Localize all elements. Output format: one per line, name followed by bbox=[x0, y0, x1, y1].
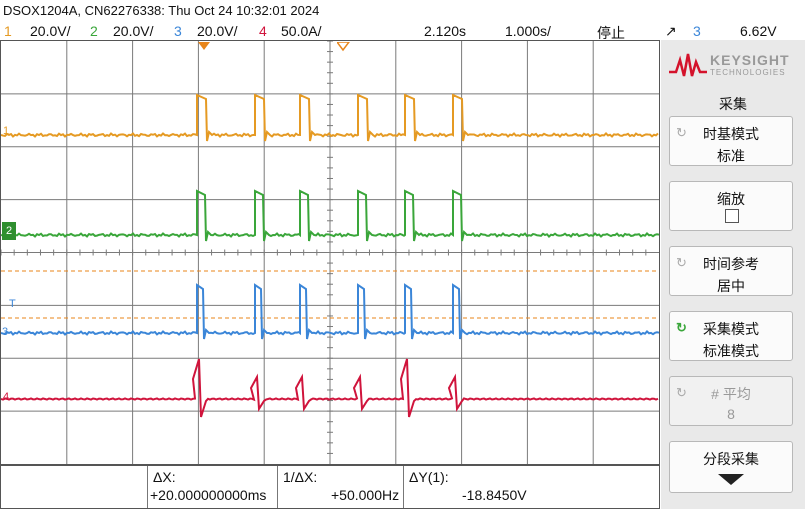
rotate-knob-icon: ↻ bbox=[676, 125, 687, 140]
keysight-wave-icon bbox=[669, 53, 707, 77]
trigger-level-marker[interactable]: T bbox=[9, 298, 16, 310]
averages-label: # 平均 bbox=[711, 386, 751, 402]
center-time-icon bbox=[337, 42, 350, 52]
segmented-acquire-button[interactable]: 分段采集 bbox=[669, 441, 793, 493]
trigger-channel: 3 bbox=[693, 23, 701, 39]
zoom-button[interactable]: 缩放 bbox=[669, 181, 793, 231]
channel-3-ground-marker[interactable]: 3 bbox=[2, 326, 9, 338]
rotate-knob-icon: ↻ bbox=[676, 385, 687, 400]
waveform-display[interactable] bbox=[0, 40, 660, 465]
delta-y-value: -18.8450V bbox=[462, 487, 527, 503]
trigger-slope-icon: ↗ bbox=[665, 23, 677, 39]
channel-3-trace bbox=[1, 283, 659, 340]
delta-x-label: ΔX: bbox=[153, 469, 176, 485]
acquire-mode-button[interactable]: ↻ 采集模式 标准模式 bbox=[669, 311, 793, 361]
channel-2-ground-marker[interactable]: 2 bbox=[2, 222, 16, 240]
channel-2-scale: 20.0V/ bbox=[113, 23, 154, 39]
zoom-label: 缩放 bbox=[717, 191, 745, 207]
acquire-mode-label: 采集模式 bbox=[703, 321, 759, 337]
channel-1-trace bbox=[1, 93, 659, 142]
rotate-knob-active-icon: ↻ bbox=[676, 320, 687, 335]
delta-x-value: +20.000000000ms bbox=[150, 487, 267, 503]
averages-button[interactable]: ↻ # 平均 8 bbox=[669, 376, 793, 426]
channel-1-ground-marker[interactable]: 1 bbox=[3, 125, 10, 137]
graticule-minor-ticks bbox=[1, 41, 647, 454]
screenshot-title: DSOX1204A, CN62276338: Thu Oct 24 10:32:… bbox=[3, 3, 320, 18]
timebase-mode-value: 标准 bbox=[717, 148, 745, 164]
channel-1-scale: 20.0V/ bbox=[30, 23, 71, 39]
brand-subtitle: TECHNOLOGIES bbox=[710, 68, 786, 77]
averages-value: 8 bbox=[727, 406, 735, 422]
keysight-logo: KEYSIGHT TECHNOLOGIES bbox=[664, 46, 800, 84]
channel-2-trace bbox=[1, 189, 659, 242]
arrow-down-icon bbox=[718, 474, 744, 485]
brand-name: KEYSIGHT bbox=[710, 52, 790, 68]
channel-1-number: 1 bbox=[4, 23, 12, 39]
channel-4-trace bbox=[1, 358, 659, 418]
time-scale: 1.000s/ bbox=[505, 23, 551, 39]
trigger-level: 6.62V bbox=[740, 23, 777, 39]
delta-y-label: ΔY(1): bbox=[409, 469, 449, 485]
inverse-delta-x-value: +50.000Hz bbox=[331, 487, 400, 503]
inverse-delta-x-label: 1/ΔX: bbox=[283, 469, 318, 485]
menu-section-title: 采集 bbox=[719, 96, 747, 112]
channel-4-number: 4 bbox=[259, 23, 267, 39]
rotate-knob-icon: ↻ bbox=[676, 255, 687, 270]
acquire-mode-value: 标准模式 bbox=[703, 343, 759, 359]
channel-3-number: 3 bbox=[174, 23, 182, 39]
segmented-acquire-label: 分段采集 bbox=[703, 451, 759, 467]
trigger-position-icon bbox=[198, 42, 210, 50]
timebase-mode-label: 时基模式 bbox=[703, 126, 759, 142]
channel-4-scale: 50.0A/ bbox=[281, 23, 322, 39]
time-reference-value: 居中 bbox=[717, 278, 745, 294]
time-offset: 2.120s bbox=[424, 23, 467, 39]
zoom-checkbox[interactable] bbox=[725, 209, 739, 223]
run-state: 停止 bbox=[597, 25, 625, 41]
timebase-mode-button[interactable]: ↻ 时基模式 标准 bbox=[669, 116, 793, 166]
channel-2-number: 2 bbox=[90, 23, 98, 39]
time-reference-label: 时间参考 bbox=[703, 256, 759, 272]
time-reference-button[interactable]: ↻ 时间参考 居中 bbox=[669, 246, 793, 296]
measurement-bar: ΔX: +20.000000000ms 1/ΔX: +50.000Hz ΔY(1… bbox=[0, 465, 660, 509]
channel-4-ground-marker[interactable]: 4 bbox=[3, 391, 10, 403]
channel-3-scale: 20.0V/ bbox=[197, 23, 238, 39]
waveform-svg bbox=[1, 41, 659, 464]
